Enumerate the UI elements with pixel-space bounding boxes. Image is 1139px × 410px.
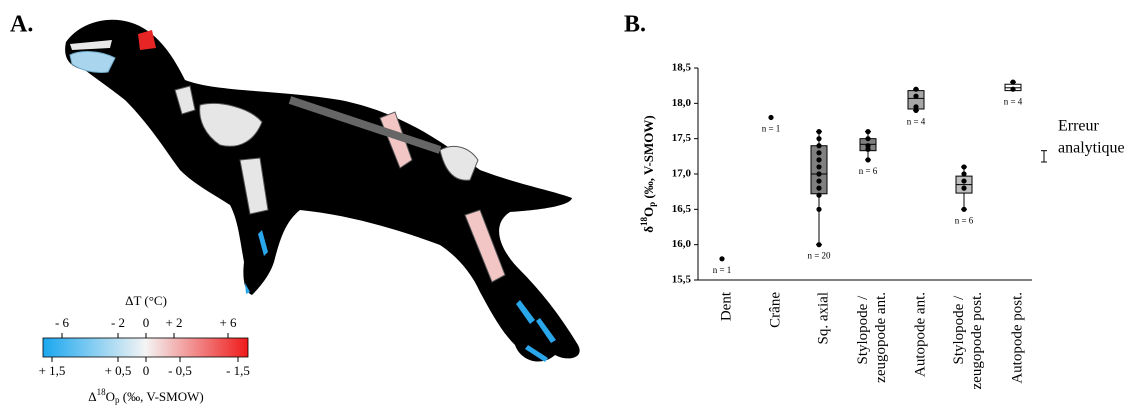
colorbar-tick-label: - 1,5 <box>226 363 250 378</box>
n-label: n = 4 <box>907 116 926 126</box>
point <box>816 192 822 198</box>
y-tick-label: 16,5 <box>672 203 692 215</box>
y-tick-label: 17,5 <box>672 132 692 144</box>
point <box>1010 79 1016 85</box>
n-label: n = 1 <box>762 124 781 134</box>
point <box>816 136 822 142</box>
point <box>913 86 919 92</box>
point <box>816 242 822 248</box>
point <box>816 206 822 212</box>
point <box>719 256 725 262</box>
panel-label: B. <box>624 12 646 38</box>
point <box>961 206 967 212</box>
point <box>816 129 822 135</box>
point <box>816 164 822 170</box>
x-tick-label: Autopode ant. <box>912 292 928 377</box>
colorbar-tick-label: + 2 <box>165 315 182 330</box>
error-label: Erreur <box>1058 118 1100 135</box>
point <box>816 150 822 156</box>
point <box>865 129 871 135</box>
colorbar-tick-label: 0 <box>143 363 150 378</box>
t: p <box>115 395 120 405</box>
point <box>913 107 919 113</box>
y-tick-label: 17,0 <box>672 168 692 180</box>
y-tick-label: 18,5 <box>672 62 692 74</box>
label-line: zeugopode ant. <box>873 292 889 383</box>
t: p <box>647 202 657 207</box>
error-label: analytique <box>1058 140 1125 157</box>
t: (‰, V-SMOW) <box>641 115 656 202</box>
colorbar-tick-label: + 0,5 <box>105 363 132 378</box>
point <box>865 146 871 152</box>
x-tick-label: Crâne <box>767 292 783 328</box>
panel-label: A. <box>10 12 33 38</box>
n-label: n = 20 <box>807 251 831 261</box>
x-tick-label: Sq. axial <box>815 292 831 345</box>
point <box>961 178 967 184</box>
t: δ <box>641 226 656 233</box>
point <box>1010 86 1016 92</box>
colorbar-tick-label: 0 <box>143 315 150 330</box>
y-tick-label: 15,5 <box>672 274 692 286</box>
colorbar-tick-label: + 1,5 <box>39 363 66 378</box>
colorbar-bottom-title: Δ18Op (‰, V-SMOW) <box>88 387 203 405</box>
seal-illustration <box>65 19 580 362</box>
y-axis-label: δ18Op (‰, V-SMOW) <box>639 115 657 232</box>
colorbar-title: ΔT (°C) <box>125 293 167 308</box>
colorbar <box>42 337 249 358</box>
n-label: n = 6 <box>955 215 974 225</box>
point <box>961 171 967 177</box>
point <box>961 185 967 191</box>
t: O <box>106 389 115 404</box>
point <box>865 157 871 163</box>
x-tick-label: Stylopode / zeugopode ant. <box>855 292 889 383</box>
label-line: Stylopode / <box>855 292 871 365</box>
point <box>816 143 822 149</box>
label-line: zeugopode post. <box>969 292 985 389</box>
t: O <box>641 207 656 217</box>
colorbar-tick-label: - 2 <box>111 315 125 330</box>
point <box>768 114 774 121</box>
t: 18 <box>639 216 649 226</box>
colorbar-tick-label: - 0,5 <box>168 363 192 378</box>
t: Δ <box>88 389 96 404</box>
point <box>816 157 822 163</box>
x-tick-label: Dent <box>718 291 734 321</box>
n-label: n = 6 <box>859 166 878 176</box>
point <box>913 93 919 99</box>
point <box>816 178 822 184</box>
colorbar-tick-label: - 6 <box>55 315 70 330</box>
t: (‰, V-SMOW) <box>120 389 204 404</box>
point <box>816 185 822 191</box>
y-tick-label: 16,0 <box>672 238 692 250</box>
y-tick-label: 18,0 <box>672 97 692 109</box>
n-label: n = 1 <box>713 265 732 275</box>
point <box>961 164 967 170</box>
x-tick-label: Autopode post. <box>1009 292 1025 384</box>
point <box>816 171 822 177</box>
colorbar-tick-label: + 6 <box>219 315 237 330</box>
point <box>865 136 871 142</box>
n-label: n = 4 <box>1004 97 1023 107</box>
t: 18 <box>97 387 107 397</box>
x-tick-label: Stylopode / zeugopode post. <box>951 292 985 389</box>
label-line: Stylopode / <box>951 292 967 365</box>
